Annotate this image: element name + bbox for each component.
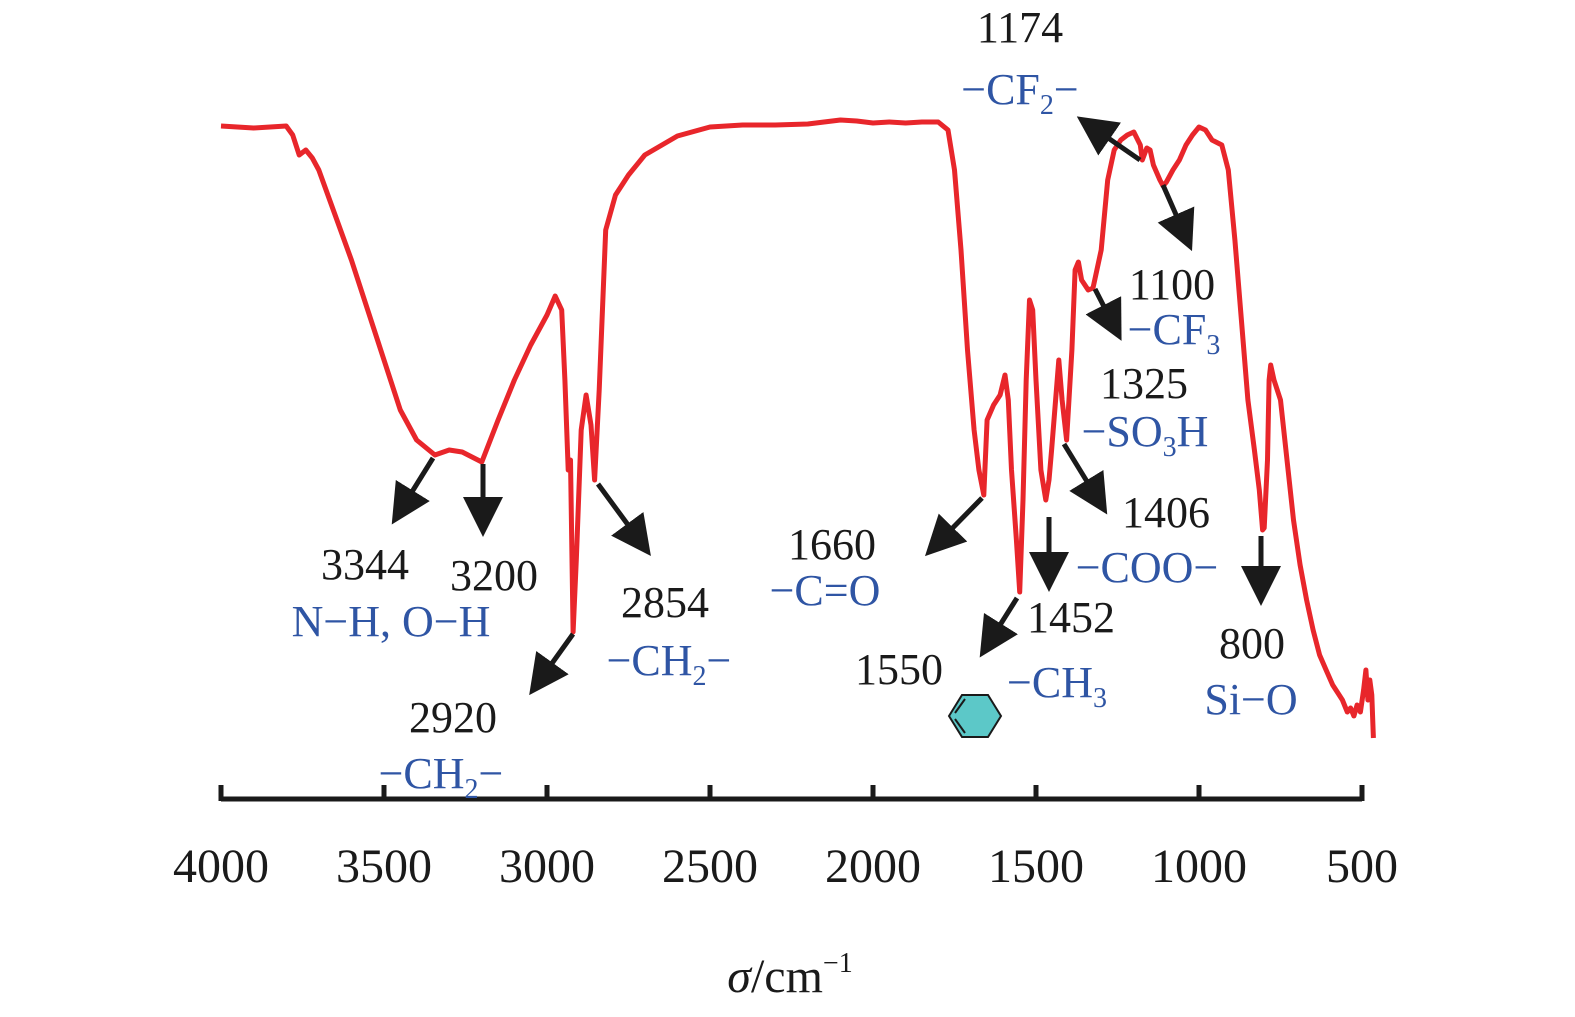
peak-label-1660: 1660 [788,520,876,569]
group-label-1325-sub: 3 [1163,432,1177,463]
x-axis-unit: /cm [751,950,823,1003]
group-label-1100-sub: 3 [1206,330,1220,361]
group-label-2920-tail: − [479,749,504,798]
arrow-1660 [924,496,984,557]
group-label-1174-sub: 2 [1040,90,1054,121]
x-tick-label-1000: 1000 [1151,840,1247,893]
peak-label-3200: 3200 [450,551,538,600]
group-label-3344: N−H, O−H [292,597,491,646]
arrow-2854 [595,482,651,557]
group-label-1325-tail: H [1177,407,1209,456]
peak-label-2854: 2854 [621,578,709,627]
group-label-2920: −CH2− [379,749,504,805]
x-tick-label-2500: 2500 [662,840,758,893]
group-label-2920-main: −CH [379,749,465,798]
peak-label-800: 800 [1219,619,1285,668]
benzene-ring-icon [947,694,1003,738]
arrow-3344 [391,456,436,525]
x-axis-symbol: σ [727,950,753,1003]
peak-label-1100: 1100 [1129,260,1215,309]
group-label-2854: −CH2− [607,636,732,692]
group-label-1325-main: −SO [1082,407,1163,456]
group-label-2854-sub: 2 [693,661,707,692]
peak-label-3344: 3344 [321,540,409,589]
arrow-1325 [1085,287,1122,341]
series-line-spectrum [220,117,1376,739]
group-label-1660: −C=O [770,566,881,615]
x-tick-label-1500: 1500 [988,840,1084,893]
group-label-1325: −SO3H [1082,407,1209,463]
group-label-1174: −CF2− [961,65,1078,121]
peak-label-1452: 1452 [1027,593,1115,642]
arrow-1100 [1157,183,1195,252]
group-label-1452-sub: 3 [1093,683,1107,714]
group-label-1174-tail: − [1054,65,1079,114]
x-tick-label-3000: 3000 [499,840,595,893]
peak-label-1550: 1550 [855,645,943,694]
arrow-1406 [1061,442,1108,515]
group-label-2920-sub: 2 [465,774,479,805]
x-tick-label-500: 500 [1326,840,1398,893]
x-tick-label-3500: 3500 [336,840,432,893]
group-label-800: Si−O [1204,675,1297,724]
group-label-2854-main: −CH [607,636,693,685]
group-label-1174-main: −CF [961,65,1040,114]
group-label-1452-main: −CH [1007,658,1093,707]
arrow-1550 [979,596,1020,658]
group-label-1100: −CF3 [1128,305,1221,361]
x-axis-exponent: −1 [823,948,853,979]
annotation-arrows [391,116,1281,696]
peak-label-1325: 1325 [1100,359,1188,408]
x-tick-label-4000: 4000 [173,840,269,893]
arrow-2920 [529,632,576,696]
group-label-2854-tail: − [707,636,732,685]
peak-label-1406: 1406 [1122,488,1210,537]
x-axis-title: σ/cm−1 [727,948,852,1003]
group-label-1406: −COO− [1076,543,1219,592]
arrow-1174 [1076,116,1142,163]
peak-label-1174: 1174 [977,3,1063,52]
group-label-1452: −CH3 [1007,658,1107,714]
group-label-1100-main: −CF [1128,305,1207,354]
x-tick-label-2000: 2000 [825,840,921,893]
peak-label-2920: 2920 [409,693,497,742]
